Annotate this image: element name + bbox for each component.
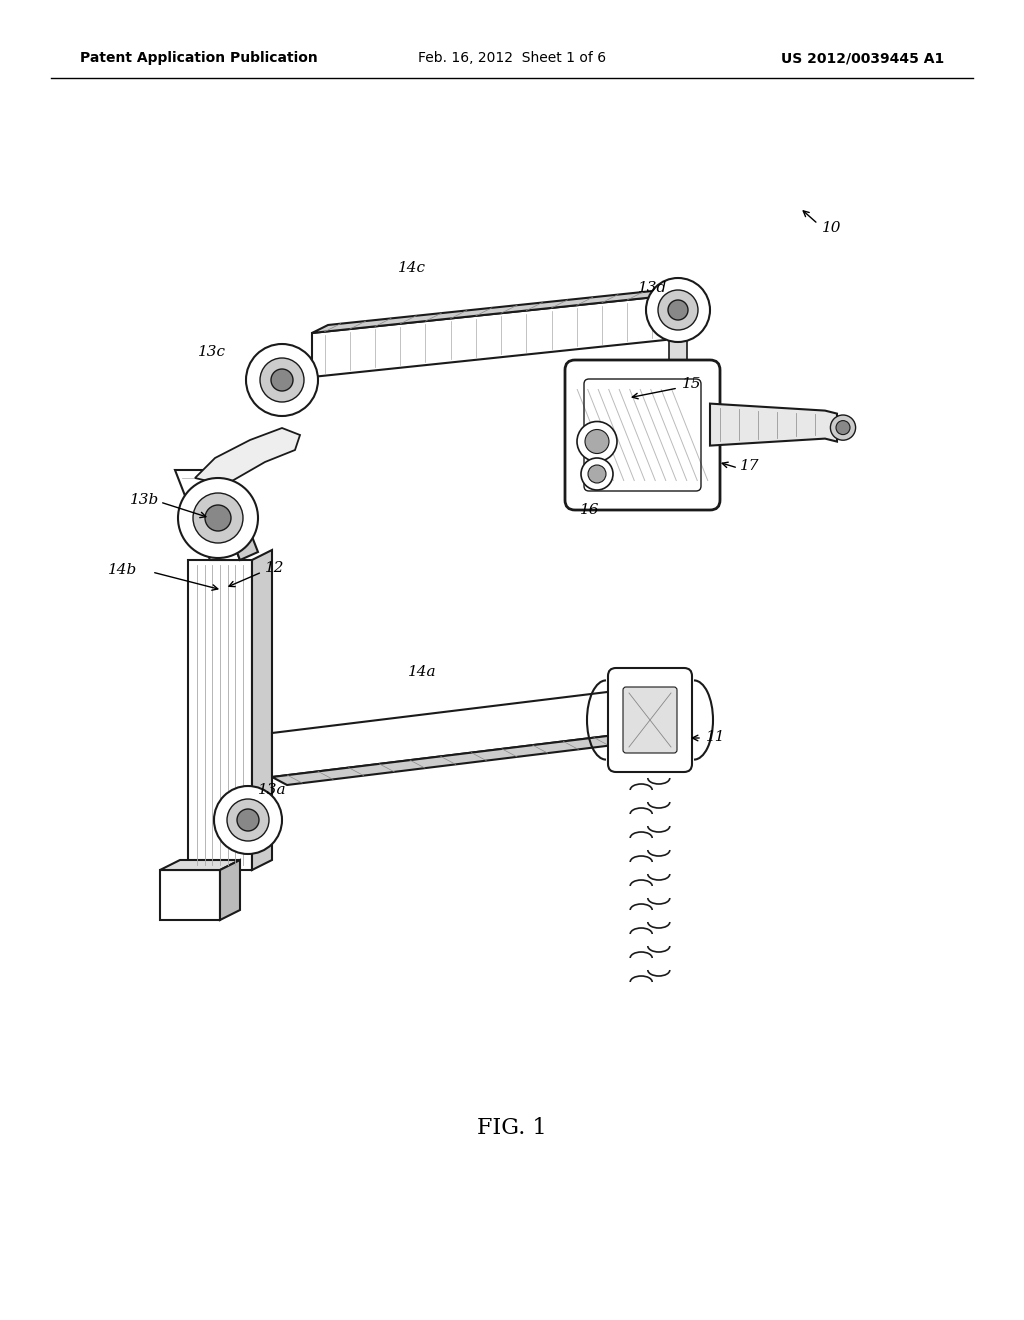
Text: 13a: 13a (258, 783, 287, 797)
Circle shape (581, 458, 613, 490)
Circle shape (658, 290, 698, 330)
Circle shape (577, 421, 617, 462)
Text: 13d: 13d (638, 281, 668, 294)
Circle shape (237, 809, 259, 832)
Circle shape (585, 429, 609, 454)
Polygon shape (175, 470, 240, 560)
Text: FIG. 1: FIG. 1 (477, 1117, 547, 1139)
Text: 14b: 14b (108, 564, 137, 577)
Circle shape (646, 279, 710, 342)
Polygon shape (638, 700, 662, 705)
Polygon shape (205, 462, 258, 560)
Circle shape (588, 465, 606, 483)
Text: 14a: 14a (408, 665, 436, 678)
Circle shape (668, 300, 688, 319)
Text: US 2012/0039445 A1: US 2012/0039445 A1 (780, 51, 944, 65)
Text: 10: 10 (822, 220, 842, 235)
Circle shape (214, 785, 282, 854)
Polygon shape (710, 404, 837, 446)
Polygon shape (195, 428, 300, 484)
Text: 15: 15 (682, 378, 701, 391)
Text: 12: 12 (265, 561, 285, 576)
Polygon shape (272, 733, 655, 785)
FancyBboxPatch shape (623, 686, 677, 752)
Text: 16: 16 (580, 503, 599, 517)
FancyBboxPatch shape (565, 360, 720, 510)
Circle shape (260, 358, 304, 403)
Text: 11: 11 (706, 730, 725, 744)
Polygon shape (669, 341, 687, 388)
Polygon shape (312, 288, 681, 333)
Polygon shape (160, 870, 220, 920)
Text: 13c: 13c (198, 345, 226, 359)
Circle shape (227, 799, 269, 841)
Polygon shape (252, 550, 272, 870)
FancyBboxPatch shape (608, 668, 692, 772)
Text: Feb. 16, 2012  Sheet 1 of 6: Feb. 16, 2012 Sheet 1 of 6 (418, 51, 606, 65)
Text: 13b: 13b (130, 492, 160, 507)
Circle shape (205, 506, 231, 531)
Circle shape (271, 370, 293, 391)
Polygon shape (188, 560, 252, 870)
Circle shape (246, 345, 318, 416)
Polygon shape (312, 296, 665, 378)
Text: 17: 17 (740, 459, 760, 473)
Text: 14c: 14c (398, 261, 426, 275)
Text: Patent Application Publication: Patent Application Publication (80, 51, 317, 65)
Circle shape (193, 492, 243, 543)
Polygon shape (160, 861, 240, 870)
Polygon shape (220, 861, 240, 920)
Circle shape (836, 421, 850, 434)
Circle shape (178, 478, 258, 558)
Circle shape (830, 414, 856, 440)
Polygon shape (272, 688, 640, 777)
